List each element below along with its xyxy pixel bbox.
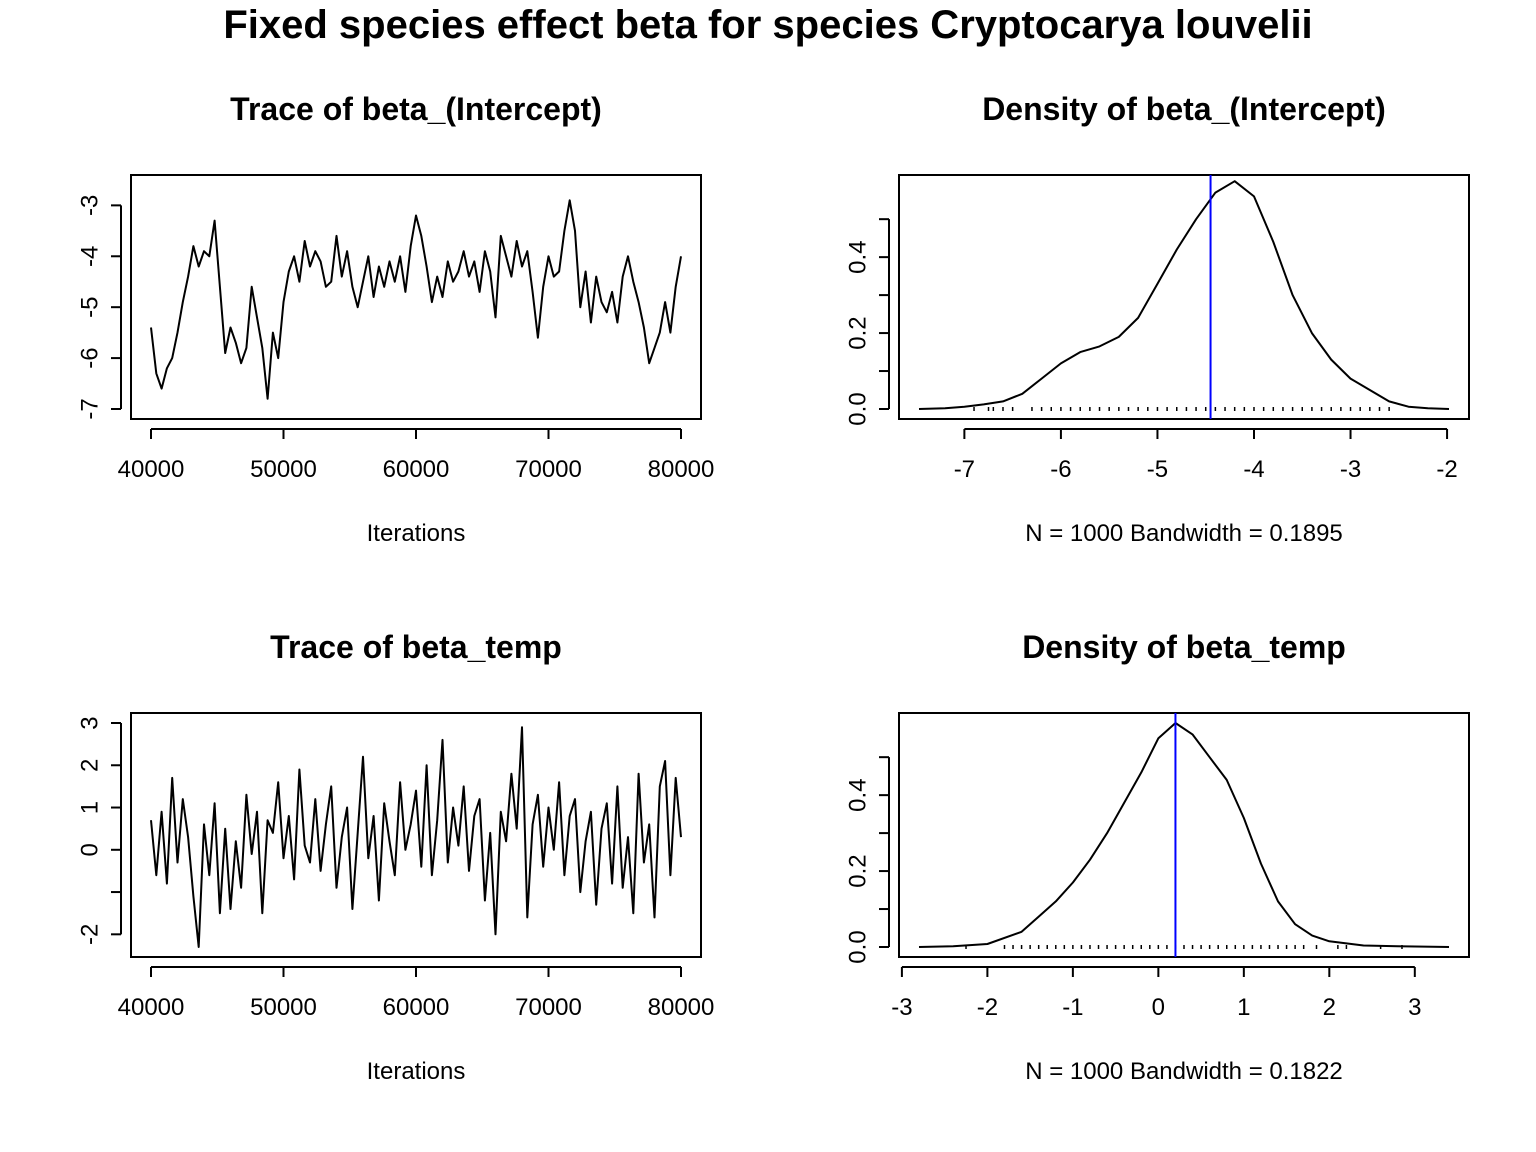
trace-intercept-y-tick-label: -7 (76, 398, 103, 419)
trace-intercept-title: Trace of beta_(Intercept) (230, 91, 602, 127)
density-temp-y-tick-label: 0.4 (844, 778, 871, 811)
density-intercept-title: Density of beta_(Intercept) (982, 91, 1386, 127)
density-temp-x-tick-label: -2 (977, 994, 998, 1021)
trace-temp-panel: Trace of beta_temp 40000 50000 60000 70000 80… (76, 629, 714, 1085)
trace-intercept-x-tick-label: 80000 (648, 456, 715, 483)
trace-temp-x-tick-label: 80000 (648, 994, 715, 1021)
trace-intercept-x-tick-label: 60000 (383, 456, 450, 483)
density-intercept-y-tick-label: 0.0 (844, 392, 871, 425)
trace-intercept-y-tick-label: -5 (76, 297, 103, 318)
density-temp-y-tick-label: 0.2 (844, 854, 871, 887)
trace-temp-x-tick-label: 50000 (250, 994, 317, 1021)
density-intercept-series-line (918, 180, 1450, 410)
trace-temp-y-tick-label: 1 (76, 801, 103, 814)
density-temp-title: Density of beta_temp (1022, 629, 1346, 665)
trace-temp-x-label: Iterations (367, 1058, 466, 1085)
trace-temp-title: Trace of beta_temp (270, 629, 562, 665)
density-temp-panel: Density of beta_temp -3 -2 -1 0 1 2 3 0.0 0.2 0.4 N… (844, 629, 1470, 1085)
density-intercept-x-tick-label: -2 (1436, 456, 1457, 483)
density-temp-x-tick-label: 1 (1237, 994, 1250, 1021)
density-temp-x-tick-label: 2 (1323, 994, 1336, 1021)
trace-intercept-y-tick-label: -6 (76, 347, 103, 368)
trace-intercept-series-line (150, 199, 682, 400)
trace-temp-y-tick-label: 2 (76, 759, 103, 772)
density-temp-x-tick-label: -3 (891, 994, 912, 1021)
density-temp-frame (898, 712, 1470, 958)
trace-intercept-y-tick-label: -4 (76, 246, 103, 267)
trace-intercept-y-tick-label: -3 (76, 195, 103, 216)
density-temp-x-tick-label: 0 (1152, 994, 1165, 1021)
trace-temp-frame (130, 712, 702, 958)
density-temp-y-tick-label: 0.0 (844, 930, 871, 963)
trace-temp-x-tick-label: 70000 (515, 994, 582, 1021)
trace-intercept-x-tick-label: 50000 (250, 456, 317, 483)
trace-intercept-x-tick-label: 40000 (118, 456, 185, 483)
trace-intercept-frame (130, 174, 702, 420)
trace-temp-y-tick-label: 0 (76, 843, 103, 856)
density-temp-x-tick-label: 3 (1408, 994, 1421, 1021)
main-title: Fixed species effect beta for species Cr… (223, 3, 1313, 47)
trace-intercept-x-label: Iterations (367, 520, 466, 547)
density-temp-series-line (918, 722, 1450, 948)
density-intercept-x-tick-label: -5 (1147, 456, 1168, 483)
density-intercept-y-tick-label: 0.4 (844, 240, 871, 273)
trace-intercept-panel: Trace of beta_(Intercept) 40000 50000 60000… (76, 91, 714, 547)
density-intercept-y-tick-label: 0.2 (844, 316, 871, 349)
density-intercept-x-tick-label: -4 (1243, 456, 1264, 483)
density-temp-x-tick-label: -1 (1062, 994, 1083, 1021)
density-temp-x-label: N = 1000 Bandwidth = 0.1822 (1025, 1058, 1343, 1085)
density-intercept-x-label: N = 1000 Bandwidth = 0.1895 (1025, 520, 1343, 547)
trace-temp-x-tick-label: 60000 (383, 994, 450, 1021)
density-intercept-x-tick-label: -6 (1050, 456, 1071, 483)
trace-temp-x-tick-label: 40000 (118, 994, 185, 1021)
density-intercept-x-tick-label: -3 (1340, 456, 1361, 483)
density-intercept-frame (898, 174, 1470, 420)
trace-temp-y-tick-label: 3 (76, 716, 103, 729)
trace-temp-series-line (150, 726, 682, 948)
trace-temp-y-tick-label: -2 (76, 924, 103, 945)
density-intercept-panel: Density of beta_(Intercept) -7 -6 -5 -4 -3 -2 0… (844, 91, 1470, 547)
trace-intercept-x-tick-label: 70000 (515, 456, 582, 483)
density-intercept-x-tick-label: -7 (954, 456, 975, 483)
